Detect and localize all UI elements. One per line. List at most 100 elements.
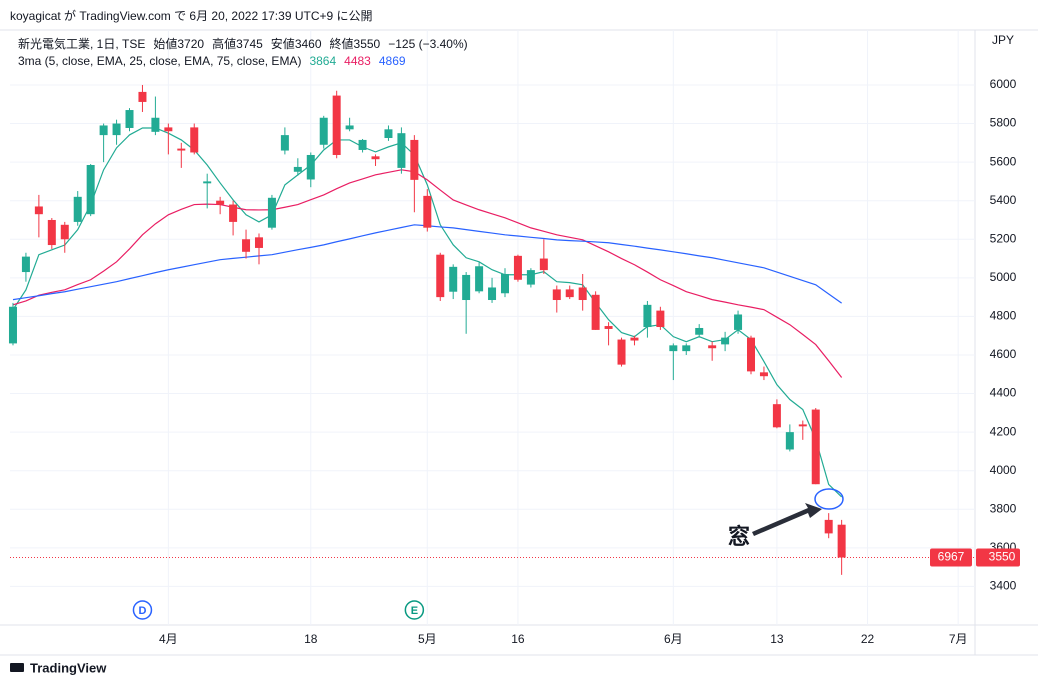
candle-body: [216, 200, 225, 205]
last-price-box: [976, 548, 1020, 567]
event-marker: [404, 600, 425, 620]
candle-body: [617, 339, 626, 365]
candle-body: [682, 345, 691, 352]
y-tick-label: 4200: [990, 424, 1017, 438]
candle-body: [99, 125, 108, 136]
candle-body: [280, 135, 289, 151]
candle-body: [824, 519, 833, 534]
candle-body: [358, 139, 367, 150]
candle-body: [229, 204, 238, 222]
candle-body: [371, 156, 380, 160]
candle-body: [242, 239, 251, 252]
logo: [10, 663, 24, 672]
ohlc-label: 安値: [271, 36, 295, 51]
symbol-title: 新光電気工業, 1日, TSE: [18, 36, 145, 51]
candle-body: [164, 127, 173, 132]
ohlc-value: 3720: [177, 37, 204, 51]
candle-body: [475, 266, 484, 292]
candle-body: [319, 117, 328, 145]
candle-body: [578, 287, 587, 301]
x-tick-label: 7月: [949, 632, 968, 646]
indicator-value: 3864: [309, 54, 336, 68]
candle-body: [177, 148, 186, 151]
ohlc-value: 3460: [295, 37, 322, 51]
x-tick-label: 5月: [418, 632, 437, 646]
y-tick-label: 5200: [990, 231, 1017, 245]
candle-body: [604, 326, 613, 329]
candle-body: [60, 224, 69, 240]
legend-header: 新光電気工業, 1日, TSE 始値3720 高値3745 安値3460 終値3550−…: [18, 36, 468, 51]
y-tick-label: 3800: [990, 501, 1017, 515]
y-tick-label: 5000: [990, 270, 1017, 284]
candle-body: [513, 255, 522, 280]
x-tick-label: 18: [304, 632, 318, 646]
ohlc-label: 始値: [153, 36, 177, 51]
y-tick-label: 6000: [990, 77, 1017, 91]
price-label-box: [930, 548, 972, 567]
candle-body: [86, 165, 95, 215]
candle-body: [254, 237, 263, 248]
currency: JPY: [992, 33, 1014, 47]
banner: koyagicat が TradingView.com で 6月 20, 202…: [10, 8, 373, 23]
event-label: E: [411, 605, 418, 617]
candle-body: [73, 196, 82, 222]
ohlc-value: 3745: [236, 37, 263, 51]
ohlc-label: 終値: [330, 36, 354, 51]
candle-body: [811, 409, 820, 485]
plot: [8, 30, 975, 625]
footer: TradingView: [30, 660, 107, 675]
candle-body: [656, 310, 665, 328]
candle-body: [267, 197, 276, 228]
ohlc-label: 高値: [212, 36, 236, 51]
candle-body: [21, 256, 30, 273]
candle-body: [669, 345, 678, 352]
candle-body: [695, 327, 704, 335]
candle-body: [734, 314, 743, 330]
candle-body: [643, 304, 652, 328]
candle-body: [721, 337, 730, 345]
candle-body: [345, 125, 354, 130]
candle-body: [436, 254, 445, 298]
candle-body: [837, 524, 846, 558]
candle-body: [34, 206, 43, 215]
candle-body: [462, 274, 471, 301]
candle-body: [630, 337, 639, 341]
candle-body: [410, 139, 419, 180]
last-price: 3550: [989, 550, 1016, 564]
x-tick-label: 16: [511, 632, 525, 646]
annotation-arrow: [752, 503, 822, 536]
candle-body: [293, 166, 302, 172]
y-tick-label: 5800: [990, 116, 1017, 130]
candle-body: [306, 154, 315, 180]
candle-body: [384, 129, 393, 139]
x-tick-label: 4月: [159, 632, 178, 646]
candle-body: [138, 91, 147, 102]
candle-body: [47, 219, 56, 246]
candle-body: [591, 294, 600, 330]
candle-body: [708, 345, 717, 349]
candle-body: [203, 181, 212, 184]
y-tick-label: 4400: [990, 386, 1017, 400]
candle-body: [112, 123, 121, 136]
candle-body: [449, 266, 458, 292]
indicator-value: 4483: [344, 54, 371, 68]
candle-body: [151, 117, 160, 132]
y-tick-label: 5400: [990, 193, 1017, 207]
candle-body: [125, 110, 134, 128]
change: −125 (−3.40%): [388, 37, 467, 51]
candle-body: [8, 306, 17, 344]
annotation-circle: [814, 488, 844, 510]
candle-body: [539, 258, 548, 271]
moving-average: [12, 169, 843, 378]
candle-body: [747, 337, 756, 372]
x-tick-label: 6月: [664, 632, 683, 646]
y-tick-label: 3400: [990, 579, 1017, 593]
candle-body: [552, 289, 561, 301]
event-label: D: [138, 605, 146, 617]
indicator-legend: 3ma (5, close, EMA, 25, close, EMA, 75, …: [18, 54, 406, 68]
moving-average: [12, 127, 843, 498]
x-tick-label: 13: [770, 632, 784, 646]
annotation: 窓: [728, 524, 750, 549]
